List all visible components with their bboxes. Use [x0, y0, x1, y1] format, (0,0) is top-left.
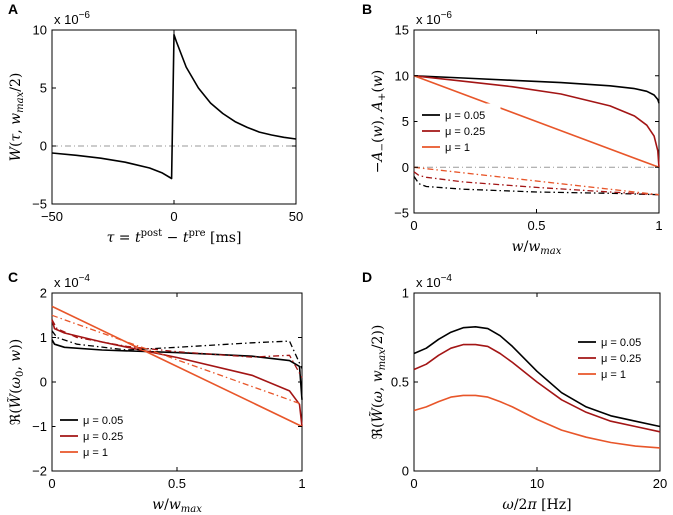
x-tick-label-d-0: 0 — [410, 476, 417, 491]
y-tick-label-d-2: 1 — [402, 286, 409, 301]
series-line-c-2 — [51, 305, 303, 428]
series-line-b-5 — [413, 166, 660, 196]
y-tick-label-b-1: 0 — [402, 160, 409, 175]
multiplier-d: x 10−4 — [416, 273, 452, 290]
x-axis-label-b: w/wmax — [512, 239, 562, 257]
legend-label-c-0: μ = 0.05 — [83, 415, 123, 427]
x-tick-label-b-1: 0.5 — [527, 218, 545, 233]
series-line-b-0 — [413, 75, 660, 104]
x-tick-label-a-1: 0 — [170, 209, 177, 224]
multiplier-c: x 10−4 — [54, 273, 90, 290]
y-tick-label-d-0: 0 — [402, 464, 409, 479]
y-axis-label-a: W(τ, wmax/2) — [8, 73, 26, 162]
y-tick-label-b-3: 10 — [395, 68, 409, 83]
legend-label-d-2: μ = 1 — [601, 369, 626, 381]
x-tick-label-a-0: −50 — [41, 209, 63, 224]
y-tick-label-b-0: −5 — [394, 206, 409, 221]
x-tick-label-d-1: 10 — [530, 476, 544, 491]
legend-label-d-1: μ = 0.25 — [601, 353, 641, 365]
series-line-a-0 — [51, 33, 297, 180]
y-tick-label-a-0: −5 — [32, 197, 47, 212]
series-line-d-2 — [413, 394, 661, 449]
x-axis-label-a: τ = tpost − tpre [ms] — [107, 228, 242, 246]
multiplier-a: x 10−6 — [54, 10, 90, 27]
y-tick-label-b-2: 5 — [402, 114, 409, 129]
x-tick-label-d-2: 20 — [653, 476, 667, 491]
series-line-b-3 — [413, 176, 660, 196]
x-axis-label-d: ω/2π [Hz] — [502, 497, 571, 513]
y-tick-label-a-2: 5 — [40, 81, 47, 96]
x-tick-label-a-2: 50 — [289, 209, 303, 224]
legend-label-d-0: μ = 0.05 — [601, 337, 641, 349]
series-line-b-4 — [413, 171, 660, 196]
series-line-c-3 — [51, 330, 303, 369]
legend-label-c-1: μ = 0.25 — [83, 431, 123, 443]
legend-d: μ = 0.05 μ = 0.25 μ = 1 — [574, 331, 656, 385]
y-tick-label-b-4: 15 — [395, 23, 409, 38]
y-tick-label-a-1: 0 — [40, 139, 47, 154]
legend-box-c — [55, 408, 139, 464]
y-tick-label-c-3: 1 — [40, 330, 47, 345]
y-tick-label-a-3: 10 — [33, 23, 47, 38]
series-line-c-0 — [51, 339, 303, 400]
legend-label-b-0: μ = 0.05 — [445, 110, 485, 122]
legend-label-b-2: μ = 1 — [445, 142, 470, 154]
series-line-d-0 — [413, 325, 661, 428]
y-tick-label-c-1: −1 — [32, 419, 47, 434]
series-line-c-5 — [51, 314, 303, 405]
series-line-c-1 — [51, 319, 303, 427]
y-tick-label-d-1: 0.5 — [391, 375, 409, 390]
y-axis-label-d: ℜ(W̃(ω, wmax/2)) — [368, 325, 388, 440]
x-tick-label-b-2: 1 — [655, 218, 662, 233]
panel-letter-b: B — [362, 1, 372, 17]
y-tick-label-c-0: −2 — [32, 464, 47, 479]
series-line-b-1 — [413, 75, 660, 168]
panel-d: D 0 10 20 0 0.5 1 x 10−4 ℜ(W̃(ω, wmax/2)) ω/2… — [362, 269, 667, 513]
legend-b: μ = 0.05 μ = 0.25 μ = 1 — [417, 103, 501, 159]
legend-label-b-1: μ = 0.25 — [445, 126, 485, 138]
panel-letter-a: A — [8, 1, 18, 17]
multiplier-b: x 10−6 — [416, 10, 452, 27]
series-line-d-1 — [413, 343, 661, 433]
panel-letter-d: D — [362, 269, 372, 285]
x-axis-label-c: w/wmax — [152, 497, 202, 515]
y-tick-label-c-2: 0 — [40, 375, 47, 390]
series-line-b-2 — [413, 75, 660, 169]
y-tick-label-c-4: 2 — [40, 286, 47, 301]
y-axis-label-b: −A−(w), A+(w) — [370, 70, 388, 174]
panel-c: C 0 0.5 1 −2 −1 0 1 2 x 10−4 ℜ(W̃(ω0, w)) w/wma… — [6, 269, 305, 515]
x-tick-label-c-1: 0.5 — [168, 476, 186, 491]
legend-label-c-2: μ = 1 — [83, 447, 108, 459]
legend-c: μ = 0.05 μ = 0.25 μ = 1 — [55, 408, 139, 464]
panel-letter-c: C — [8, 269, 18, 285]
x-tick-label-c-0: 0 — [48, 476, 55, 491]
x-tick-label-b-0: 0 — [410, 218, 417, 233]
series-line-c-4 — [51, 319, 303, 378]
y-axis-label-c: ℜ(W̃(ω0, w)) — [6, 339, 26, 425]
x-tick-label-c-2: 1 — [298, 476, 305, 491]
